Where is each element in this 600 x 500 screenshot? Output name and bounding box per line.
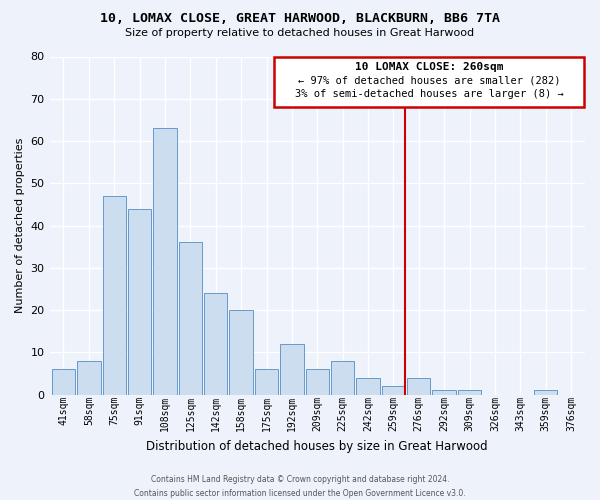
Text: Size of property relative to detached houses in Great Harwood: Size of property relative to detached ho… — [125, 28, 475, 38]
X-axis label: Distribution of detached houses by size in Great Harwood: Distribution of detached houses by size … — [146, 440, 488, 452]
Bar — [52, 369, 75, 394]
Text: 10, LOMAX CLOSE, GREAT HARWOOD, BLACKBURN, BB6 7TA: 10, LOMAX CLOSE, GREAT HARWOOD, BLACKBUR… — [100, 12, 500, 26]
Bar — [77, 360, 101, 394]
Bar — [305, 369, 329, 394]
Bar — [280, 344, 304, 395]
Bar — [331, 360, 355, 394]
Text: Contains HM Land Registry data © Crown copyright and database right 2024.
Contai: Contains HM Land Registry data © Crown c… — [134, 476, 466, 498]
Text: 10 LOMAX CLOSE: 260sqm: 10 LOMAX CLOSE: 260sqm — [355, 62, 503, 72]
Bar — [458, 390, 481, 394]
Bar — [154, 128, 176, 394]
Bar — [179, 242, 202, 394]
Bar — [204, 293, 227, 394]
Bar — [382, 386, 405, 394]
Bar — [229, 310, 253, 394]
Bar — [356, 378, 380, 394]
FancyBboxPatch shape — [274, 56, 584, 107]
Y-axis label: Number of detached properties: Number of detached properties — [15, 138, 25, 313]
Bar — [128, 208, 151, 394]
Bar — [433, 390, 456, 394]
Text: 3% of semi-detached houses are larger (8) →: 3% of semi-detached houses are larger (8… — [295, 90, 563, 100]
Bar — [255, 369, 278, 394]
Bar — [407, 378, 430, 394]
Text: ← 97% of detached houses are smaller (282): ← 97% of detached houses are smaller (28… — [298, 76, 560, 86]
Bar — [534, 390, 557, 394]
Bar — [103, 196, 126, 394]
